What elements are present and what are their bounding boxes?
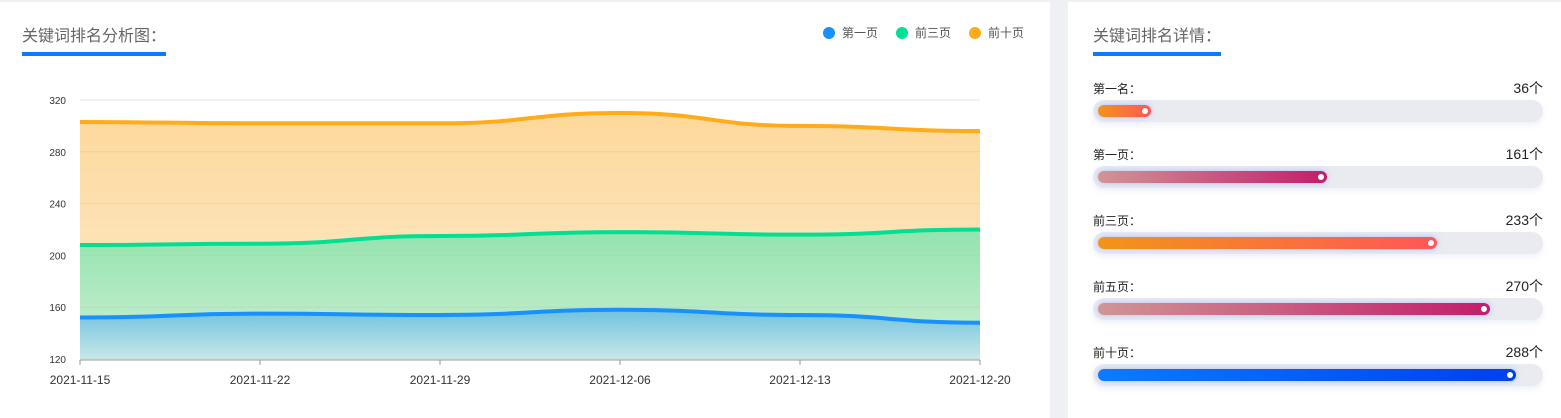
progress-track bbox=[1093, 232, 1543, 254]
legend-dot bbox=[968, 26, 981, 39]
progress-knob bbox=[1427, 240, 1434, 246]
series-line-1 bbox=[79, 227, 981, 248]
row-value: 270个 bbox=[1505, 278, 1543, 294]
progress-knob bbox=[1507, 372, 1513, 378]
progress-knob bbox=[1480, 306, 1487, 312]
progress-knob bbox=[1141, 108, 1148, 114]
progress-fill bbox=[1098, 105, 1151, 117]
progress-track bbox=[1093, 100, 1543, 122]
chart-title: 关键词排名分析图： bbox=[22, 22, 167, 56]
row-value: 36个 bbox=[1513, 80, 1543, 96]
legend-dot bbox=[895, 26, 908, 39]
legend-label: 前十页 bbox=[987, 26, 1024, 40]
row-label: 前十页： bbox=[1093, 346, 1142, 360]
series-line-2 bbox=[79, 110, 981, 134]
row-label: 前三页： bbox=[1093, 214, 1142, 228]
x-tick-label: 2021-12-13 bbox=[769, 373, 831, 387]
row-value: 161个 bbox=[1505, 146, 1543, 162]
x-tick-label: 2021-11-29 bbox=[410, 373, 471, 387]
area-0 bbox=[80, 309, 980, 359]
y-tick-label: 120 bbox=[49, 355, 66, 366]
y-tick-label: 200 bbox=[49, 251, 66, 262]
y-tick-label: 240 bbox=[49, 200, 66, 211]
legend-item-top10[interactable]: 前十页 bbox=[968, 24, 1024, 41]
y-tick-label: 320 bbox=[49, 96, 66, 107]
legend-item-top3[interactable]: 前三页 bbox=[895, 24, 951, 41]
area-chart: 120 160 200 240 280 320 2021-11-15 2021-11-22 20… bbox=[49, 96, 1011, 387]
progress-track bbox=[1093, 298, 1543, 320]
legend-dot bbox=[822, 26, 835, 39]
legend-item-page1[interactable]: 第一页 bbox=[822, 24, 878, 41]
row-value: 233个 bbox=[1505, 212, 1543, 228]
progress-knob bbox=[1317, 174, 1324, 180]
y-tick-label: 160 bbox=[49, 303, 66, 314]
row-label: 第一页： bbox=[1093, 148, 1142, 162]
chart-legend: 第一页 前三页 前十页 bbox=[822, 24, 1024, 41]
row-value: 288个 bbox=[1505, 344, 1543, 360]
progress-track bbox=[1093, 364, 1543, 386]
series-line-0 bbox=[79, 307, 981, 325]
x-tick-label: 2021-11-15 bbox=[50, 373, 111, 387]
row-label: 前五页： bbox=[1093, 280, 1142, 294]
ranking-details-panel: 关键词排名详情： 第一名： 36个 第一页： 161个 前三页： 233个 前五… bbox=[1068, 2, 1561, 418]
ranking-chart-panel: 关键词排名分析图： 第一页 前三页 前十页 120 160 200 240 280 320… bbox=[0, 2, 1050, 418]
progress-fill bbox=[1098, 237, 1437, 249]
progress-track bbox=[1093, 166, 1543, 188]
x-tick-label: 2021-11-22 bbox=[230, 373, 291, 387]
legend-label: 前三页 bbox=[914, 26, 951, 40]
row-label: 第一名： bbox=[1093, 82, 1142, 96]
x-tick-label: 2021-12-06 bbox=[589, 373, 651, 387]
y-tick-label: 280 bbox=[49, 148, 66, 159]
progress-fill bbox=[1098, 369, 1516, 381]
progress-fill bbox=[1098, 171, 1327, 183]
progress-fill bbox=[1098, 303, 1490, 315]
x-tick-label: 2021-12-20 bbox=[949, 373, 1011, 387]
legend-label: 第一页 bbox=[841, 26, 878, 40]
details-title: 关键词排名详情： bbox=[1093, 22, 1222, 56]
